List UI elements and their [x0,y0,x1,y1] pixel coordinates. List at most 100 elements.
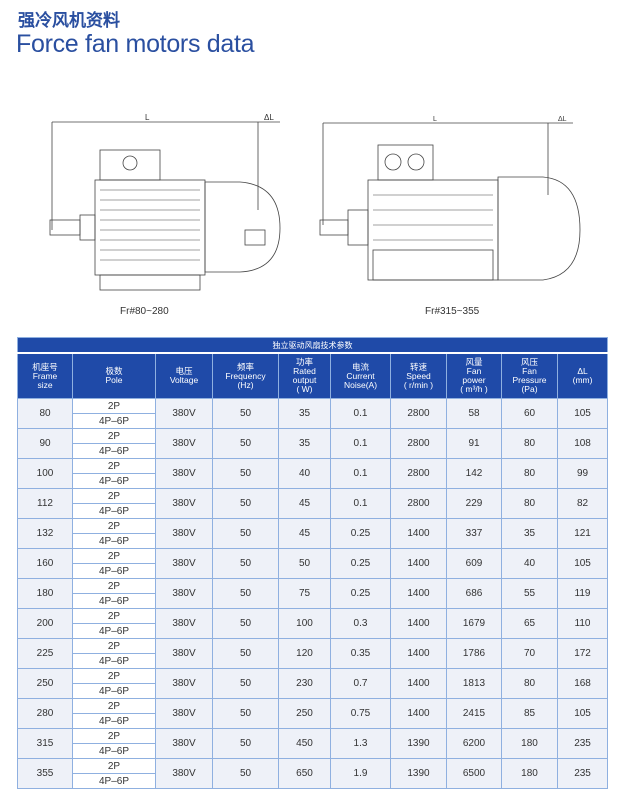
cell-pole-4p-6p: 4P–6P [72,443,156,459]
cell-pole-2p: 2P [72,398,156,414]
table-row: 100 2P 380V 50 40 0.1 2800 142 80 99 [17,458,609,489]
cell-current: 0.25 [330,548,391,579]
cell-current: 0.1 [330,488,391,519]
header-pole: 极数 Pole [72,352,156,399]
cell-fan-pressure: 180 [501,758,558,789]
cell-pole-4p-6p: 4P–6P [72,743,156,759]
cell-rated-output: 650 [278,758,331,789]
cell-frequency: 50 [212,488,279,519]
cell-frequency: 50 [212,458,279,489]
cell-fan-power: 142 [446,458,502,489]
cell-rated-output: 50 [278,548,331,579]
header-line: 转速 [409,361,427,372]
table-row: 80 2P 380V 50 35 0.1 2800 58 60 105 [17,398,609,429]
table-row: 160 2P 380V 50 50 0.25 1400 609 40 105 [17,548,609,579]
cell-fan-power: 1679 [446,608,502,639]
cell-voltage: 380V [155,698,213,729]
cell-voltage: 380V [155,398,213,429]
cell-current: 0.1 [330,458,391,489]
cell-fan-pressure: 80 [501,668,558,699]
cell-fan-power: 1786 [446,638,502,669]
cell-rated-output: 100 [278,608,331,639]
cell-frequency: 50 [212,668,279,699]
cell-frame-size: 200 [17,608,73,639]
dim-dL: ΔL [558,116,567,123]
cell-delta-l: 235 [556,728,609,759]
cell-speed: 2800 [390,458,447,489]
cell-pole-4p-6p: 4P–6P [72,683,156,699]
table-row-sub: 4P–6P [18,623,608,639]
header-line: output [292,375,317,385]
table-row-sub: 4P–6P [18,503,608,519]
cell-fan-power: 609 [446,548,502,579]
cell-fan-pressure: 80 [501,488,558,519]
header-current: 电流 Current Noise(A) [330,352,391,399]
cell-fan-pressure: 80 [501,428,558,459]
cell-fan-power: 686 [446,578,502,609]
cell-current: 1.3 [330,728,391,759]
cell-pole-4p-6p: 4P–6P [72,713,156,729]
cell-delta-l: 119 [556,578,609,609]
header-line: Pressure [512,375,547,385]
cell-frequency: 50 [212,728,279,759]
cell-fan-power: 337 [446,518,502,549]
header-delta-l: ΔL (mm) [556,352,609,399]
table-row-sub: 4P–6P [18,713,608,729]
cell-pole-4p-6p: 4P–6P [72,593,156,609]
cell-current: 0.35 [330,638,391,669]
page-title: Force fan motors data [16,30,255,58]
cell-fan-pressure: 55 [501,578,558,609]
cell-pole-4p-6p: 4P–6P [72,623,156,639]
header-line: ΔL [577,366,588,376]
header-line: size [37,379,53,390]
cell-rated-output: 120 [278,638,331,669]
table-row-sub: 4P–6P [18,743,608,759]
header-line: 风量 [465,357,483,367]
cell-frame-size: 280 [17,698,73,729]
header-line: Fan [466,366,482,376]
cell-speed: 1390 [390,758,447,789]
table-header-row: 机座号 Frame size 极数 Pole 电压 Voltage 频率 Frequency (H… [17,352,609,399]
header-fan-pressure: 风压 Fan Pressure (Pa) [501,352,558,399]
cell-frame-size: 225 [17,638,73,669]
cell-voltage: 380V [155,668,213,699]
cell-current: 0.7 [330,668,391,699]
cell-current: 0.3 [330,608,391,639]
header-line: Noise(A) [343,379,378,390]
header-rated-output: 功率 Rated output( W) [278,352,331,399]
table-row: 280 2P 380V 50 250 0.75 1400 2415 85 105 [17,698,609,729]
cell-fan-power: 58 [446,398,502,429]
cell-fan-power: 6500 [446,758,502,789]
cell-speed: 1400 [390,608,447,639]
cell-fan-power: 229 [446,488,502,519]
cell-delta-l: 235 [556,758,609,789]
cell-rated-output: 75 [278,578,331,609]
cell-frequency: 50 [212,698,279,729]
cell-speed: 1400 [390,638,447,669]
cell-frame-size: 160 [17,548,73,579]
table-row: 90 2P 380V 50 35 0.1 2800 91 80 108 [17,428,609,459]
cell-fan-pressure: 35 [501,518,558,549]
cell-delta-l: 121 [556,518,609,549]
cell-fan-power: 1813 [446,668,502,699]
cell-delta-l: 108 [556,428,609,459]
cell-pole-4p-6p: 4P–6P [72,473,156,489]
header-fan-power: 风量 Fan power( m³/h ) [446,352,502,399]
cell-delta-l: 99 [556,458,609,489]
cell-fan-pressure: 85 [501,698,558,729]
header-line: 极数 [105,366,123,376]
table-row: 112 2P 380V 50 45 0.1 2800 229 80 82 [17,488,609,519]
header-line: 机座号 [32,361,58,372]
cell-rated-output: 230 [278,668,331,699]
motor-drawing-small: L ΔL [49,113,281,291]
cell-current: 0.25 [330,518,391,549]
cell-voltage: 380V [155,548,213,579]
cell-fan-pressure: 40 [501,548,558,579]
cell-speed: 1400 [390,668,447,699]
table-row-sub: 4P–6P [18,473,608,489]
header-line: 频率 [236,361,254,372]
header-line: ( W) [296,384,313,394]
cell-pole-4p-6p: 4P–6P [72,503,156,519]
cell-frequency: 50 [212,398,279,429]
cell-frame-size: 80 [17,398,73,429]
